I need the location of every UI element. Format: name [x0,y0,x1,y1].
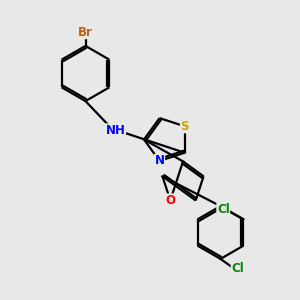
Text: Cl: Cl [217,203,230,216]
Text: Cl: Cl [231,262,244,275]
Text: S: S [181,120,189,133]
Text: O: O [165,194,175,207]
Text: N: N [154,154,164,167]
Text: NH: NH [106,124,125,137]
Text: Br: Br [78,26,93,39]
